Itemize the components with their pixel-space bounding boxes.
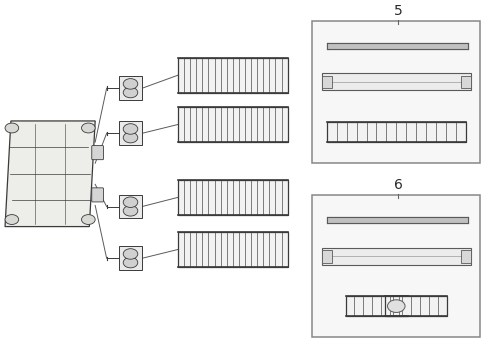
Bar xyxy=(119,76,142,100)
Bar xyxy=(322,248,470,265)
FancyBboxPatch shape xyxy=(92,145,103,160)
Bar xyxy=(322,76,332,88)
Bar xyxy=(322,73,470,90)
Circle shape xyxy=(123,78,138,89)
Circle shape xyxy=(123,257,138,268)
Bar xyxy=(461,76,470,88)
Circle shape xyxy=(5,215,19,225)
Text: 6: 6 xyxy=(394,178,403,192)
Bar xyxy=(322,250,332,262)
Text: 1: 1 xyxy=(134,83,141,93)
Circle shape xyxy=(5,123,19,133)
Circle shape xyxy=(123,124,138,134)
Circle shape xyxy=(123,206,138,216)
Bar xyxy=(461,250,470,262)
Bar xyxy=(178,107,288,142)
Circle shape xyxy=(123,249,138,259)
Bar xyxy=(119,121,142,145)
Bar xyxy=(119,246,142,270)
Polygon shape xyxy=(5,121,95,226)
FancyBboxPatch shape xyxy=(92,188,103,202)
Circle shape xyxy=(388,300,405,312)
Bar xyxy=(178,180,288,215)
Text: 5: 5 xyxy=(394,4,403,18)
Bar xyxy=(119,194,142,219)
Bar xyxy=(178,232,288,267)
Text: 4: 4 xyxy=(134,253,141,263)
Bar xyxy=(312,21,480,163)
Circle shape xyxy=(123,197,138,207)
Text: 3: 3 xyxy=(134,202,141,212)
Bar xyxy=(312,195,480,337)
Bar xyxy=(327,122,466,142)
Text: 2: 2 xyxy=(134,128,141,138)
Bar xyxy=(345,296,408,316)
Bar xyxy=(385,296,447,316)
Circle shape xyxy=(123,132,138,143)
Circle shape xyxy=(81,215,95,225)
Circle shape xyxy=(123,87,138,98)
Circle shape xyxy=(81,123,95,133)
Bar xyxy=(178,58,288,93)
